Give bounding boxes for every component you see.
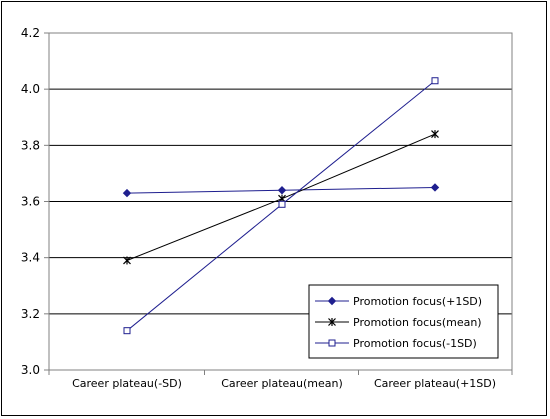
data-point <box>278 200 286 208</box>
legend-label: Promotion focus(-1SD) <box>353 337 477 350</box>
x-tick-label: Career plateau(mean) <box>221 377 343 390</box>
data-point <box>431 130 439 139</box>
legend-label: Promotion focus(mean) <box>353 316 482 329</box>
data-point <box>328 318 336 326</box>
legend: Promotion focus(+1SD) Promotion focus(mea… <box>308 284 499 359</box>
series-1 <box>122 183 440 198</box>
legend-item: Promotion focus(-1SD) <box>315 337 477 350</box>
data-point <box>327 296 337 306</box>
x-tick-label: Career plateau(+1SD) <box>374 377 496 390</box>
data-point <box>328 339 336 347</box>
x-axis: Career plateau(-SD) Career plateau(mean) C… <box>48 370 513 390</box>
data-point <box>431 77 439 85</box>
y-tick-label: 3.4 <box>21 251 40 265</box>
series-3 <box>123 77 439 335</box>
y-tick-label: 3.0 <box>21 363 40 377</box>
y-axis: 3.0 3.2 3.4 3.6 3.8 4.0 4.2 <box>21 26 49 377</box>
data-point <box>123 256 131 265</box>
x-tick-label: Career plateau(-SD) <box>72 377 182 390</box>
legend-label: Promotion focus(+1SD) <box>353 295 482 308</box>
series-group <box>122 77 440 335</box>
data-point <box>123 327 131 335</box>
y-tick-label: 4.2 <box>21 26 40 40</box>
legend-item: Promotion focus(mean) <box>315 316 482 329</box>
data-point <box>122 188 132 198</box>
data-point <box>277 186 287 195</box>
data-point <box>430 183 440 192</box>
y-tick-label: 3.8 <box>21 138 40 152</box>
y-tick-label: 3.2 <box>21 307 40 321</box>
y-tick-label: 3.6 <box>21 195 40 209</box>
series-2 <box>123 130 439 265</box>
y-tick-label: 4.0 <box>21 82 40 96</box>
legend-item: Promotion focus(+1SD) <box>315 295 482 308</box>
